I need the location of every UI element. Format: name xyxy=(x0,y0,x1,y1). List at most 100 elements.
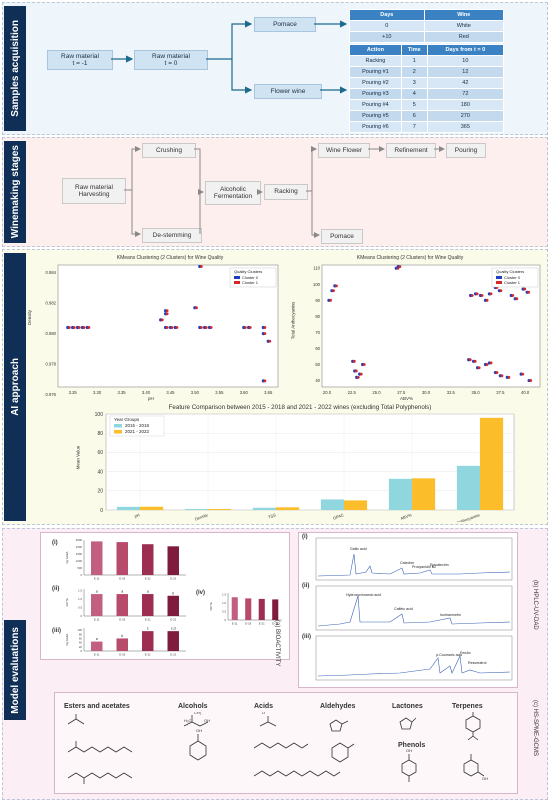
bio-i-category: E-22 xyxy=(170,577,176,581)
scatter1-legend xyxy=(229,267,277,288)
bar-ytick: 40 xyxy=(97,469,103,475)
scatter2-xtick: 20.0 xyxy=(323,390,332,395)
bio-iii-ytick: 100 xyxy=(77,628,82,632)
days-table: Days Wine 0 White +10 Red xyxy=(349,9,505,43)
scatter1-point xyxy=(87,326,91,329)
winemaking-arrows xyxy=(124,146,445,238)
scatter1-point xyxy=(82,326,86,329)
bio-chart-iv: 1.5 1.0 0.5 0 mM TE E-11 E-18 E-21 E-22 xyxy=(209,593,282,626)
raw-material-harvest-box: Raw material Harvesting xyxy=(62,178,126,204)
bar-category-label: TSS xyxy=(267,512,276,519)
scatter1-xtick: 3.55 xyxy=(215,390,224,395)
crushing-box: Crushing xyxy=(142,143,196,158)
bar-legend-swatch xyxy=(114,430,122,434)
bio-iii-category: E-11 xyxy=(94,653,100,657)
scatter2-point xyxy=(398,265,402,269)
gcms-label: (c) HS-SPME-GCMS xyxy=(532,700,538,756)
bio-ii-sig-label: a xyxy=(147,590,149,594)
bar-legend xyxy=(109,415,165,437)
bio-ii-ytick: 1.0 xyxy=(78,597,82,601)
scatter1-ytick: 0.980 xyxy=(46,331,57,336)
alcoholic-fermentation-box: Alcoholic Fermentation xyxy=(205,181,261,205)
bar-ylabel: Mean Value xyxy=(75,445,81,470)
scatter1-ytick: 0.976 xyxy=(46,392,57,397)
bar-mark xyxy=(184,509,208,510)
scatter2-point xyxy=(480,294,484,297)
peak-caftaric: Caffeic acid xyxy=(394,607,413,611)
scatter1-xtick: 3.50 xyxy=(191,390,200,395)
scatter2-point xyxy=(475,292,479,296)
svg-text:O: O xyxy=(262,712,265,715)
scatter2-point xyxy=(485,298,489,302)
bio-iv-bar xyxy=(231,597,238,620)
scatter1-point xyxy=(175,326,179,329)
scatter2-point xyxy=(511,294,515,297)
scatter2-point xyxy=(477,366,481,370)
hplc-i-label: (i) xyxy=(302,534,308,540)
gcms-panel xyxy=(54,692,518,794)
scatter1-xtick: 3.35 xyxy=(117,390,126,395)
bio-iv-category: E-21 xyxy=(259,622,265,626)
chem-phenols: Phenols xyxy=(398,742,426,749)
bio-i-ytick: 500 xyxy=(77,566,82,570)
scatter1-point xyxy=(165,326,169,329)
bio-i-category: E-21 xyxy=(145,577,151,581)
bar-mark xyxy=(480,417,504,510)
svg-text:OH: OH xyxy=(196,728,202,733)
bio-i-ytick: 0 xyxy=(80,573,82,577)
bar-mark xyxy=(276,507,300,510)
scatter2-point xyxy=(529,379,533,382)
bioactivity-panel xyxy=(40,532,290,660)
bar-ytick: 100 xyxy=(95,412,104,418)
bar-mark xyxy=(388,478,412,510)
bar-mark xyxy=(344,500,368,510)
hplc-label: (b) HPLC-UV-DAD xyxy=(532,580,538,630)
peak-procyanidin: Procyanidin B2 xyxy=(412,565,436,569)
scatter2-ytick: 100 xyxy=(313,282,321,287)
scatter1-point xyxy=(165,309,169,313)
bar-category-label: ABV% xyxy=(400,512,413,521)
bio-iii-ytick: 40 xyxy=(79,641,83,645)
scatter2-legend-label: Cluster 0 xyxy=(504,275,521,280)
scatter2-point xyxy=(489,361,493,365)
bio-i-bar xyxy=(91,541,103,575)
bio-ii-bar xyxy=(142,594,154,616)
scatter2-ytick: 90 xyxy=(315,298,320,303)
bar-legend-label: 2015 - 2018 xyxy=(125,423,150,428)
samples-title: Samples acquisition xyxy=(4,6,26,131)
scatter2-point xyxy=(485,363,489,366)
bio-panel-iv-label: (iv) xyxy=(196,590,205,596)
bio-panel-iii-label: (iii) xyxy=(52,628,61,634)
raw-material-0-box: Raw material t = 0 xyxy=(134,50,208,70)
bio-ii-sig-label: b xyxy=(172,591,174,595)
scatter2-point xyxy=(332,289,335,293)
bio-iii-sig-label: b xyxy=(121,634,123,638)
scatter1-point xyxy=(199,265,203,268)
bio-iii-bar xyxy=(116,638,128,651)
scatter2-xtick: 40.0 xyxy=(521,390,530,395)
chem-aldehydes: Aldehydes xyxy=(320,703,356,710)
bio-ii-bar xyxy=(116,594,128,616)
bar-mark xyxy=(208,509,232,510)
scatter2-point xyxy=(356,375,360,379)
svg-text:OH: OH xyxy=(482,776,488,781)
bio-panel-i-label: (i) xyxy=(52,540,58,546)
bar-mark xyxy=(456,465,480,510)
bar-category-label: GPAC xyxy=(332,512,344,521)
scatter1-plot: 3.25 3.30 3.35 3.40 3.45 3.50 3.55 3.60 3.65 0.98… xyxy=(46,264,279,397)
racking-box: Racking xyxy=(264,184,308,200)
scatter1-point xyxy=(77,326,81,329)
scatter2-legend-swatch xyxy=(496,281,502,284)
scatter2-xtick: 37.5 xyxy=(496,390,505,395)
scatter1-xtick: 3.40 xyxy=(142,390,151,395)
peak-sub1: Isorhamnetin xyxy=(440,613,461,617)
bar-mark xyxy=(412,478,436,510)
refinement-box: Refinement xyxy=(386,143,436,158)
bio-ii-bar xyxy=(167,595,179,616)
scatter2-plot: 20.0 22.5 25.0 27.5 30.0 32.5 35.0 37.5 40.0 110 1… xyxy=(313,264,541,395)
peak-resveratrol: Resveratrol xyxy=(468,661,487,665)
scatter2-title: KMeans Clustering (2 Clusters) for Wine … xyxy=(356,255,464,261)
bio-chart-ii: 1.5 1.0 0.5 0 mM TE E-11 a E-18 a E-21 a E-22 b xyxy=(65,589,186,622)
scatter2-point xyxy=(521,372,525,376)
bar-mark xyxy=(140,506,164,510)
